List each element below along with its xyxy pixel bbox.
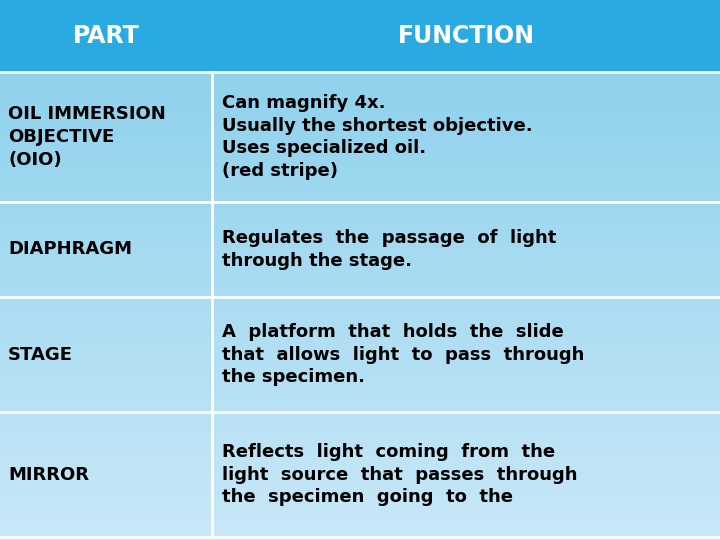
- Bar: [0, 0, 720, 72]
- Text: PART: PART: [73, 24, 140, 48]
- Text: Regulates  the  passage  of  light
through the stage.: Regulates the passage of light through t…: [222, 229, 557, 270]
- Text: FUNCTION: FUNCTION: [397, 24, 535, 48]
- Text: STAGE: STAGE: [8, 346, 73, 363]
- Text: OIL IMMERSION
OBJECTIVE
(OIO): OIL IMMERSION OBJECTIVE (OIO): [8, 105, 166, 169]
- Text: MIRROR: MIRROR: [8, 465, 89, 483]
- Text: Can magnify 4x.
Usually the shortest objective.
Uses specialized oil.
(red strip: Can magnify 4x. Usually the shortest obj…: [222, 93, 533, 180]
- Text: DIAPHRAGM: DIAPHRAGM: [8, 240, 132, 259]
- Text: A  platform  that  holds  the  slide
that  allows  light  to  pass  through
the : A platform that holds the slide that all…: [222, 322, 585, 387]
- Text: Reflects  light  coming  from  the
light  source  that  passes  through
the  spe: Reflects light coming from the light sou…: [222, 443, 578, 507]
